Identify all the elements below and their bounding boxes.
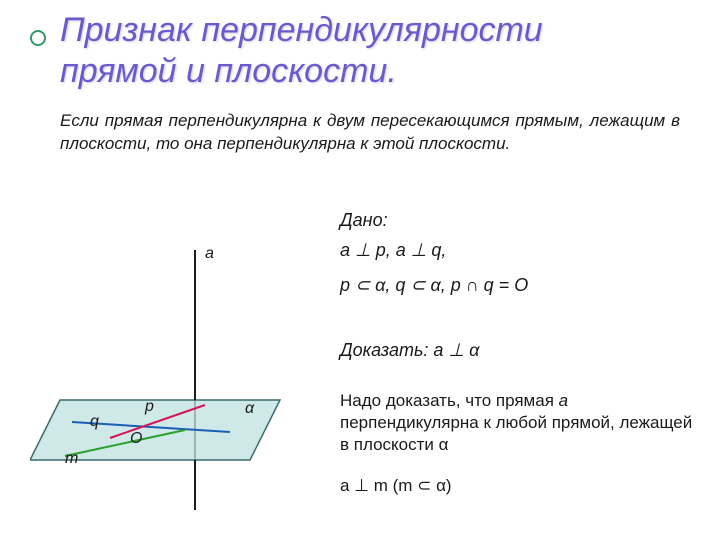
conclusion-text: a ⊥ m (m ⊂ α) (340, 475, 452, 497)
note-part1: Надо доказать, что прямая (340, 391, 559, 410)
theorem-text: Если прямая перпендикулярна к двум перес… (60, 110, 680, 156)
prove-text: Доказать: a ⊥ α (340, 340, 479, 361)
note-part2: перпендикулярна к любой прямой, лежащей … (340, 413, 692, 454)
label-O: O (130, 430, 142, 448)
title-line1: Признак перпендикулярности (60, 11, 543, 49)
given-title: Дано: (340, 210, 388, 231)
label-a: a (205, 245, 214, 263)
diagram-svg (30, 250, 310, 520)
note-a: a (559, 391, 568, 410)
given-line1: a ⊥ p, a ⊥ q, (340, 240, 446, 261)
page-title: Признак перпендикулярности прямой и плос… (60, 10, 680, 92)
bullet-icon (30, 30, 46, 46)
label-m: m (65, 450, 78, 468)
label-p: p (145, 398, 154, 416)
title-line2: прямой и плоскости. (60, 52, 397, 90)
proof-note: Надо доказать, что прямая a перпендикуля… (340, 390, 700, 456)
given-line2: p ⊂ α, q ⊂ α, p ∩ q = O (340, 275, 528, 296)
label-alpha: α (245, 400, 254, 418)
label-q: q (90, 413, 99, 431)
diagram: a p q m O α (30, 250, 310, 520)
